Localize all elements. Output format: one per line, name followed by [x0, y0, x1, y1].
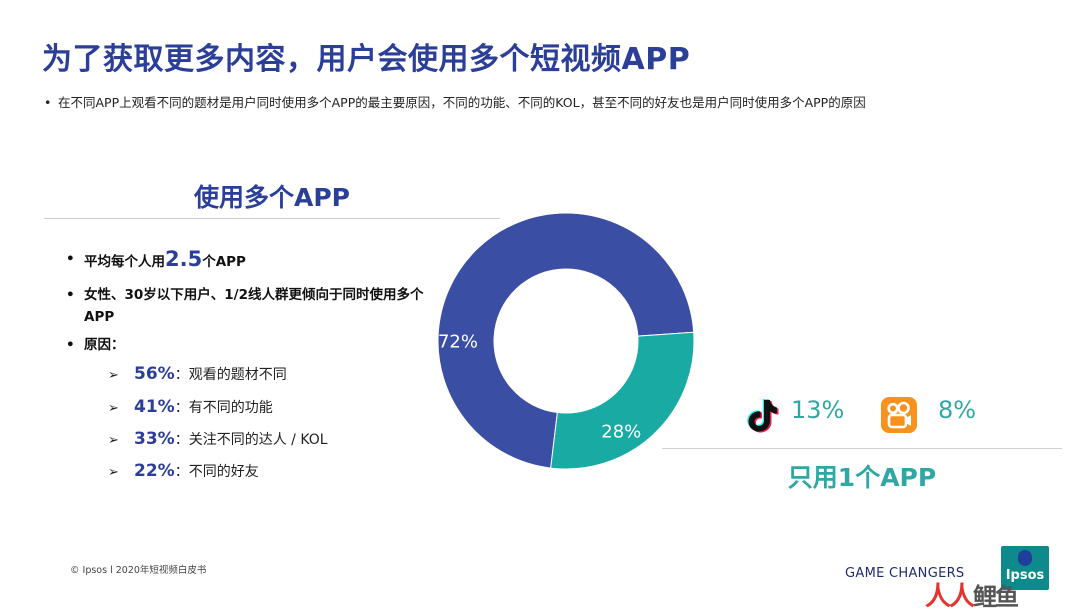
bullet-dot: • — [66, 337, 75, 353]
reason-pct: 56% — [134, 364, 175, 384]
reason-text: ：不同的好友 — [174, 464, 259, 480]
reason-item: ➢ 41%：有不同的功能 — [108, 397, 273, 419]
ipsos-logo-mark — [1018, 550, 1032, 566]
arrow-bullet-icon: ➢ — [108, 401, 119, 416]
reason-pct: 41% — [134, 397, 175, 417]
bullet-dot: • — [66, 251, 75, 267]
reason-pct: 22% — [134, 461, 175, 481]
multi-app-heading: 使用多个APP — [194, 183, 350, 212]
watermark-part-a: 人人 — [925, 582, 975, 612]
left-divider — [44, 218, 500, 219]
avg-suffix: 个APP — [202, 254, 246, 270]
avg-apps-bullet: • 平均每个人用2.5个APP — [66, 248, 246, 273]
arrow-bullet-icon: ➢ — [108, 433, 119, 448]
reason-item: ➢ 22%：不同的好友 — [108, 461, 259, 483]
reasons-bullet: • 原因： — [66, 334, 125, 356]
subtitle-text: 在不同APP上观看不同的题材是用户同时使用多个APP的最主要原因，不同的功能、不… — [58, 95, 866, 110]
avg-prefix: 平均每个人用 — [84, 254, 165, 270]
kuaishou-icon — [880, 396, 918, 438]
donut-slice-single-app — [550, 331, 695, 470]
reason-item: ➢ 56%：观看的题材不同 — [108, 364, 287, 386]
tiktok-icon — [742, 396, 780, 438]
reason-pct: 33% — [134, 429, 175, 449]
game-changers-tagline: GAME CHANGERS — [845, 566, 965, 581]
ipsos-logo-text: Ipsos — [1005, 568, 1045, 583]
single-app-heading: 只用1个APP — [787, 463, 937, 492]
subtitle: • 在不同APP上观看不同的题材是用户同时使用多个APP的最主要原因，不同的功能… — [44, 94, 1019, 112]
bullet-dot: • — [66, 287, 75, 303]
page-title: 为了获取更多内容，用户会使用多个短视频APP — [42, 42, 691, 77]
reason-text: ：有不同的功能 — [174, 400, 273, 416]
avg-apps-text: 平均每个人用2.5个APP — [66, 248, 246, 273]
ipsos-logo: Ipsos — [1001, 546, 1049, 590]
donut-chart: 72% 28% — [437, 212, 695, 470]
donut-label-single-app: 28% — [601, 421, 641, 442]
bullet-dot: • — [44, 95, 52, 110]
right-divider — [662, 448, 1062, 449]
kuaishou-percentage: 8% — [938, 396, 977, 424]
arrow-bullet-icon: ➢ — [108, 465, 119, 480]
reasons-label: 原因： — [84, 337, 125, 353]
demographic-text: 女性、30岁以下用户、1/2线人群更倾向于同时使用多个APP — [84, 287, 424, 325]
demographic-bullet: • 女性、30岁以下用户、1/2线人群更倾向于同时使用多个APP — [66, 284, 436, 328]
arrow-bullet-icon: ➢ — [108, 368, 119, 383]
donut-slice-multi-app — [437, 212, 695, 469]
watermark: 人人鲤鱼 — [925, 576, 1019, 613]
watermark-part-b: 鲤鱼 — [973, 583, 1019, 611]
reason-text: ：观看的题材不同 — [174, 367, 287, 383]
avg-value: 2.5 — [165, 247, 203, 271]
reason-item: ➢ 33%：关注不同的达人 / KOL — [108, 429, 328, 451]
tiktok-percentage: 13% — [791, 396, 845, 424]
reason-text: ：关注不同的达人 / KOL — [174, 432, 328, 448]
donut-label-multi-app: 72% — [438, 331, 478, 352]
copyright-text: © Ipsos l 2020年短视频白皮书 — [70, 565, 207, 576]
